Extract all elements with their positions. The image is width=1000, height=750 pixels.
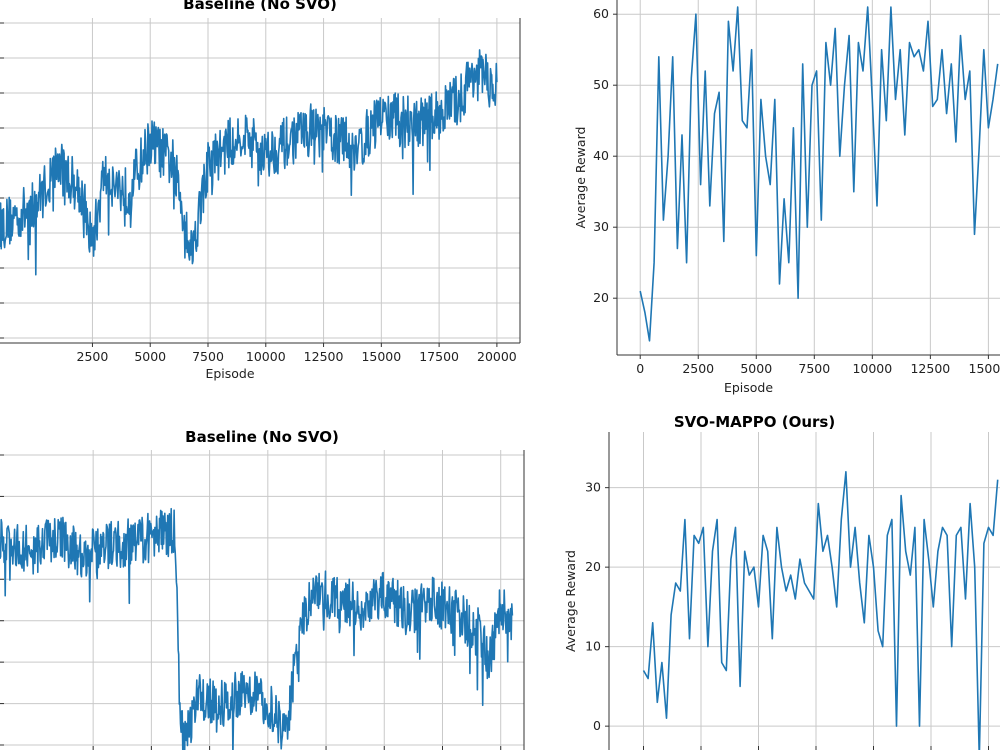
y-tick-label: 10 xyxy=(585,639,601,654)
panel-bottom-right: 0 10 20 30 SVO-MAPPO (Ours) Average Reward xyxy=(563,413,1000,750)
x-tick-label: 10000 xyxy=(852,361,892,376)
y-tick-label: 50 xyxy=(593,77,609,92)
y-tick-label: 30 xyxy=(593,219,609,234)
x-tick-label: 2500 xyxy=(77,349,109,364)
panel-bottom-left: Baseline (No SVO) xyxy=(0,428,525,750)
x-tick-label: 10000 xyxy=(246,349,286,364)
series-line xyxy=(0,507,514,750)
x-tick-label: 15000 xyxy=(361,349,401,364)
series-line xyxy=(0,49,498,276)
y-tick-label: 60 xyxy=(593,6,609,21)
y-axis-label: Average Reward xyxy=(573,127,588,229)
panel-top-right: 0 2500 5000 7500 10000 12500 15000 20 30 40 50 60 Ep… xyxy=(573,0,1000,395)
x-tick-label: 7500 xyxy=(192,349,224,364)
y-axis-label: Average Reward xyxy=(563,550,578,652)
y-tick-label: 40 xyxy=(593,148,609,163)
x-axis-label: Episode xyxy=(724,380,773,395)
x-tick-label: 15000 xyxy=(969,361,1000,376)
y-tick-label: 20 xyxy=(593,290,609,305)
series-line xyxy=(639,6,999,342)
chart-title: Baseline (No SVO) xyxy=(185,428,339,446)
chart-title: Baseline (No SVO) xyxy=(183,0,337,13)
x-tick-label: 0 xyxy=(636,361,644,376)
y-tick-label: 30 xyxy=(585,480,601,495)
x-axis-label: Episode xyxy=(205,366,254,381)
x-tick-label: 7500 xyxy=(798,361,830,376)
x-tick-label: 12500 xyxy=(304,349,344,364)
x-tick-label: 5000 xyxy=(740,361,772,376)
chart-title: SVO-MAPPO (Ours) xyxy=(674,413,835,431)
series-line xyxy=(642,471,999,750)
x-tick-label: 17500 xyxy=(419,349,459,364)
y-tick-label: 0 xyxy=(593,718,601,733)
x-tick-label: 12500 xyxy=(910,361,950,376)
panel-top-left: 2500 5000 7500 10000 12500 15000 17500 20000 Bas… xyxy=(0,0,521,381)
y-tick-label: 20 xyxy=(585,559,601,574)
x-tick-label: 5000 xyxy=(134,349,166,364)
x-tick-label: 2500 xyxy=(682,361,714,376)
x-tick-label: 20000 xyxy=(477,349,517,364)
